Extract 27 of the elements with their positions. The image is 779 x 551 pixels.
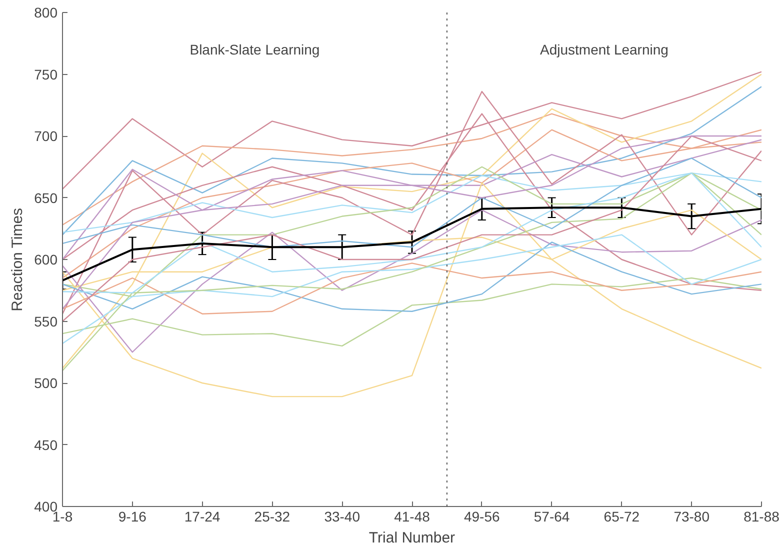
y-tick-label: 550 (34, 313, 58, 330)
line-series (62, 234, 762, 344)
line-series (62, 86, 762, 236)
x-tick-label: 33-40 (324, 508, 360, 524)
x-tick-label: 9-16 (118, 508, 147, 524)
x-tick-label: 41-48 (394, 508, 430, 524)
annotation: Blank-Slate Learning (190, 42, 320, 58)
x-tick-label: 81-88 (744, 508, 779, 524)
x-tick-label: 65-72 (604, 508, 640, 524)
y-tick-label: 700 (34, 128, 58, 144)
line-series (62, 262, 762, 314)
x-tick-label: 57-64 (534, 508, 570, 524)
y-tick-label: 450 (34, 436, 58, 453)
x-tick-label: 17-24 (184, 508, 220, 524)
y-tick-label: 500 (34, 375, 58, 391)
y-tick-label: 650 (34, 190, 58, 206)
line-series (62, 158, 762, 248)
y-tick-label: 600 (34, 252, 58, 268)
x-tick-label: 25-32 (254, 508, 290, 524)
y-tick-label: 750 (34, 66, 58, 82)
x-tick-label: 73-80 (674, 508, 710, 524)
annotation: Adjustment Learning (540, 42, 668, 58)
y-axis-title: Reaction Times (9, 208, 26, 312)
x-tick-label: 49-56 (464, 508, 500, 524)
x-axis-title: Trial Number (368, 530, 456, 546)
y-tick-label: 800 (34, 4, 58, 20)
line-series (62, 242, 762, 312)
